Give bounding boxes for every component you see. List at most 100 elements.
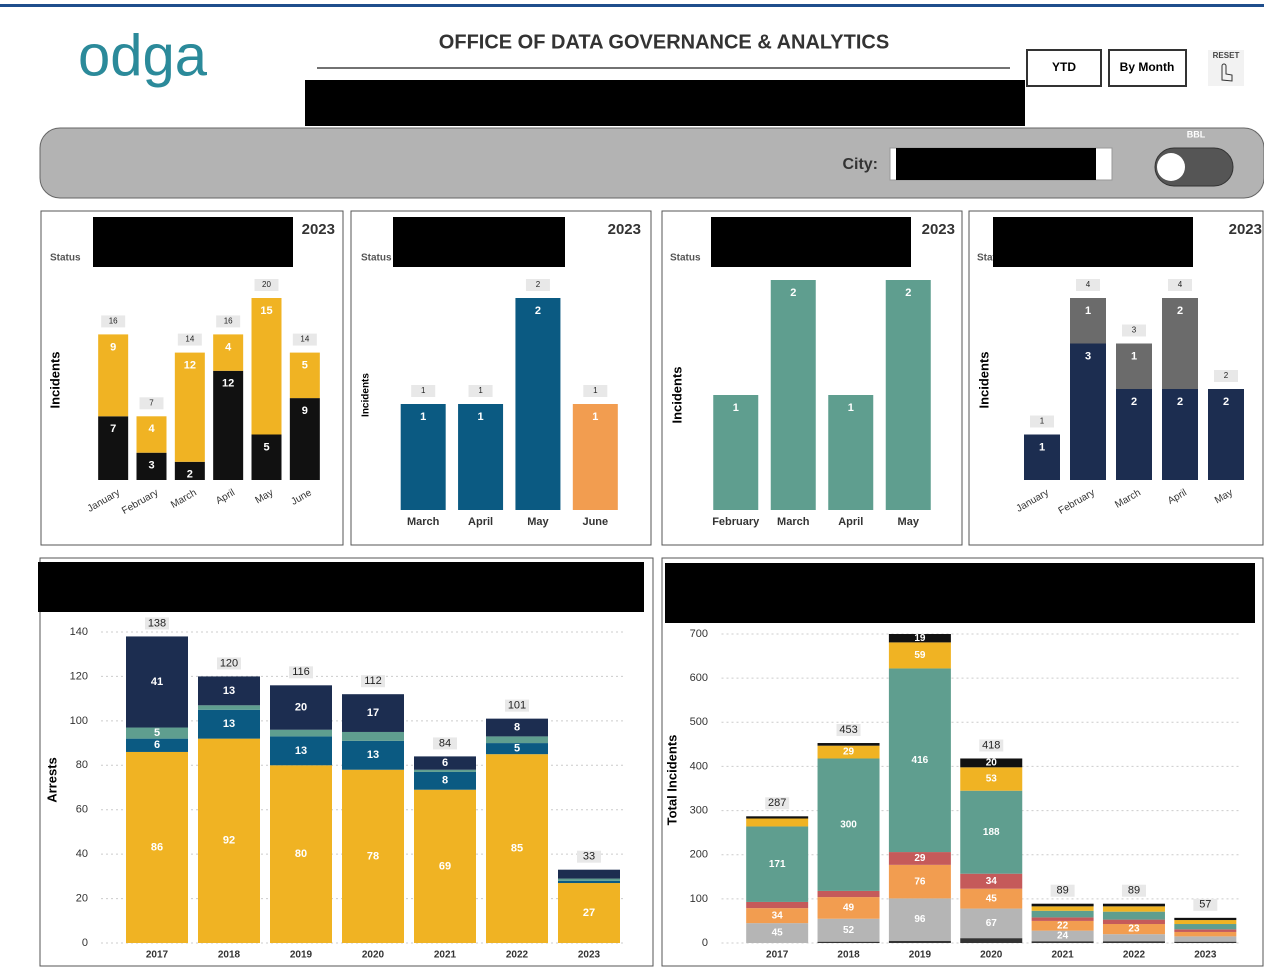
data-label: 29 xyxy=(914,853,926,864)
bar xyxy=(198,676,260,706)
bar xyxy=(174,352,205,462)
data-label: 45 xyxy=(772,928,784,939)
data-label: 1 xyxy=(592,411,598,423)
y-tick-label: 300 xyxy=(690,804,708,816)
total-label: 4 xyxy=(1086,280,1091,289)
total-box xyxy=(765,797,790,810)
x-tick-label: February xyxy=(712,516,760,528)
data-label: 92 xyxy=(223,835,235,847)
total-box xyxy=(1050,884,1075,897)
bar xyxy=(1102,934,1165,942)
bar xyxy=(746,816,809,819)
total-box xyxy=(583,385,608,397)
total-box xyxy=(433,737,457,750)
x-tick-label: 2020 xyxy=(362,950,385,961)
total-box xyxy=(139,397,164,410)
bar xyxy=(1174,931,1237,937)
button[interactable] xyxy=(1108,49,1187,87)
data-label: 27 xyxy=(583,907,595,919)
bar xyxy=(174,461,205,480)
bar xyxy=(960,758,1023,768)
bar xyxy=(98,416,129,480)
redaction xyxy=(93,217,293,267)
bar xyxy=(1070,298,1106,344)
x-tick-label: May xyxy=(527,516,549,528)
bar xyxy=(342,740,404,770)
data-label: 85 xyxy=(511,842,523,854)
bar xyxy=(817,743,880,746)
bar xyxy=(746,923,809,943)
bar xyxy=(289,352,320,399)
total-label: 14 xyxy=(185,335,194,344)
data-label: 5 xyxy=(302,360,308,372)
total-label: 7 xyxy=(149,398,154,407)
bar xyxy=(1116,343,1152,389)
bar xyxy=(746,908,809,924)
x-tick-label: 2017 xyxy=(766,950,789,961)
total-box xyxy=(505,699,529,712)
data-label: 34 xyxy=(772,910,784,921)
data-label: 53 xyxy=(986,774,998,785)
total-label: 89 xyxy=(1056,885,1068,897)
x-tick-label: 2023 xyxy=(578,950,601,961)
redaction xyxy=(896,148,1096,180)
toggle-label: BBL xyxy=(1187,129,1206,139)
total-box xyxy=(525,279,550,291)
bar xyxy=(414,771,476,790)
y-axis-label: Arrests xyxy=(44,757,59,803)
data-label: 1 xyxy=(1085,305,1091,317)
button-label[interactable]: By Month xyxy=(1120,60,1175,74)
total-box xyxy=(289,666,313,679)
data-label: 5 xyxy=(154,727,160,739)
x-tick-label: 2022 xyxy=(1123,950,1146,961)
total-box xyxy=(1030,415,1054,428)
data-label: 9 xyxy=(110,341,116,353)
bar xyxy=(888,864,951,899)
bar xyxy=(342,769,404,943)
total-label: 1 xyxy=(593,386,598,395)
total-box xyxy=(577,850,601,863)
total-box xyxy=(1168,279,1192,291)
bar xyxy=(289,398,320,480)
data-label: 69 xyxy=(439,860,451,872)
bar xyxy=(198,705,260,710)
total-label: 14 xyxy=(300,335,309,344)
data-label: 12 xyxy=(222,378,234,390)
x-tick-label: April xyxy=(468,516,493,528)
bar xyxy=(1031,903,1094,907)
bar xyxy=(486,718,548,737)
bar xyxy=(1031,917,1094,921)
button-label[interactable]: YTD xyxy=(1052,60,1076,74)
bar xyxy=(1102,919,1165,925)
bar xyxy=(888,642,951,669)
bar xyxy=(1162,298,1198,389)
bar xyxy=(213,370,244,480)
y-tick-label: 400 xyxy=(690,760,708,772)
data-label: 4 xyxy=(225,341,232,353)
bar xyxy=(770,280,816,510)
bar xyxy=(558,878,620,881)
top-border xyxy=(0,4,1264,7)
data-label: 20 xyxy=(986,758,998,769)
y-tick-label: 80 xyxy=(76,759,88,771)
bar xyxy=(251,434,282,480)
data-label: 76 xyxy=(914,876,926,887)
x-tick-label: 2023 xyxy=(1194,950,1217,961)
data-label: 17 xyxy=(367,707,379,719)
total-label: 116 xyxy=(292,666,310,678)
y-tick-label: 100 xyxy=(690,893,708,905)
x-tick-label: May xyxy=(898,516,920,528)
bar xyxy=(713,395,759,510)
redaction xyxy=(305,80,1025,126)
bar xyxy=(960,767,1023,791)
bar xyxy=(1174,917,1237,921)
bar xyxy=(960,790,1023,874)
data-label: 49 xyxy=(843,903,855,914)
reset-label[interactable]: RESET xyxy=(1213,51,1240,60)
bar xyxy=(1174,936,1237,942)
button[interactable] xyxy=(1026,49,1102,87)
y-tick-label: 60 xyxy=(76,804,88,816)
data-label: 3 xyxy=(148,460,154,472)
y-axis-label: Total Incidents xyxy=(664,735,679,826)
data-label: 59 xyxy=(914,650,926,661)
